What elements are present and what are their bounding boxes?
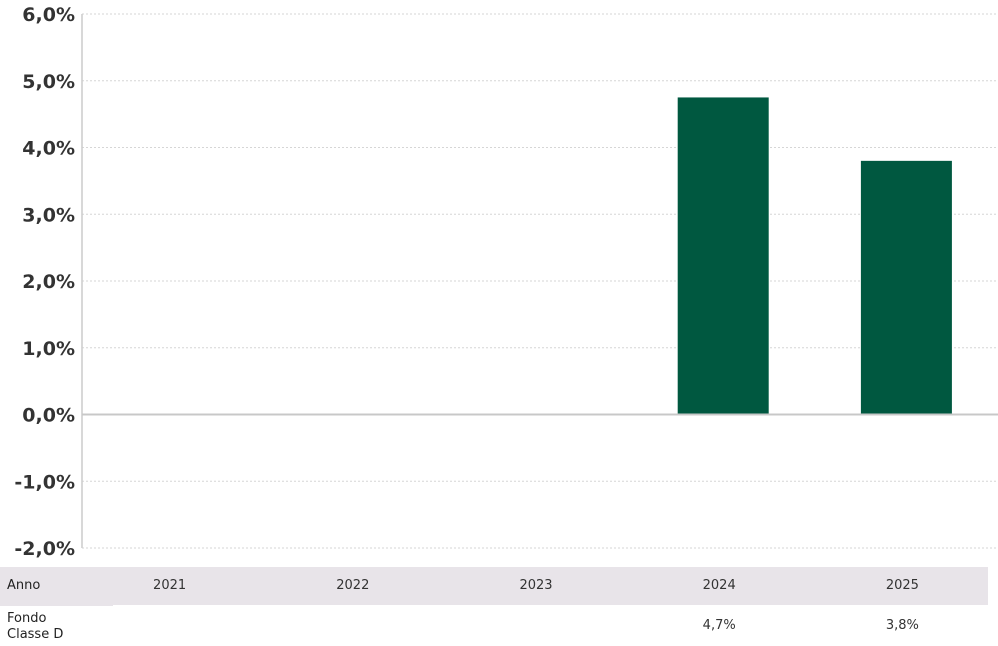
bars	[677, 97, 952, 415]
fund-row-label-line1: Fondo	[7, 611, 47, 626]
y-tick-label: -2,0%	[14, 538, 75, 560]
gridlines	[82, 13, 998, 549]
year-cell-2023: 2023	[519, 578, 553, 593]
year-cell-2025: 2025	[885, 578, 919, 593]
y-tick-label: 0,0%	[22, 405, 75, 427]
y-tick-label: 5,0%	[22, 71, 75, 93]
table-header-label: Anno	[7, 578, 41, 593]
row-divider	[0, 605, 113, 606]
y-axis-tick-labels: 6,0% 5,0% 4,0% 3,0% 2,0% 1,0% 0,0% -1,0% -2,0%	[14, 4, 75, 560]
value-cell-2024: 4,7%	[702, 618, 736, 633]
value-cell-2025: 3,8%	[885, 618, 919, 633]
y-tick-label: 2,0%	[22, 271, 75, 293]
y-tick-label: 1,0%	[22, 338, 75, 360]
year-header-row	[0, 567, 988, 605]
y-tick-label: 3,0%	[22, 204, 75, 226]
year-cell-2024: 2024	[702, 578, 736, 593]
bar-chart: 6,0% 5,0% 4,0% 3,0% 2,0% 1,0% 0,0% -1,0% -2,0%	[14, 4, 998, 560]
fund-row-label-line2: Classe D	[7, 627, 64, 642]
y-tick-label: 6,0%	[22, 4, 75, 26]
y-tick-label: 4,0%	[22, 138, 75, 160]
y-tick-label: -1,0%	[14, 471, 75, 493]
year-cell-2021: 2021	[153, 578, 187, 593]
bar-2024	[677, 97, 769, 415]
bar-2025	[860, 160, 952, 415]
year-cell-2022: 2022	[336, 578, 370, 593]
